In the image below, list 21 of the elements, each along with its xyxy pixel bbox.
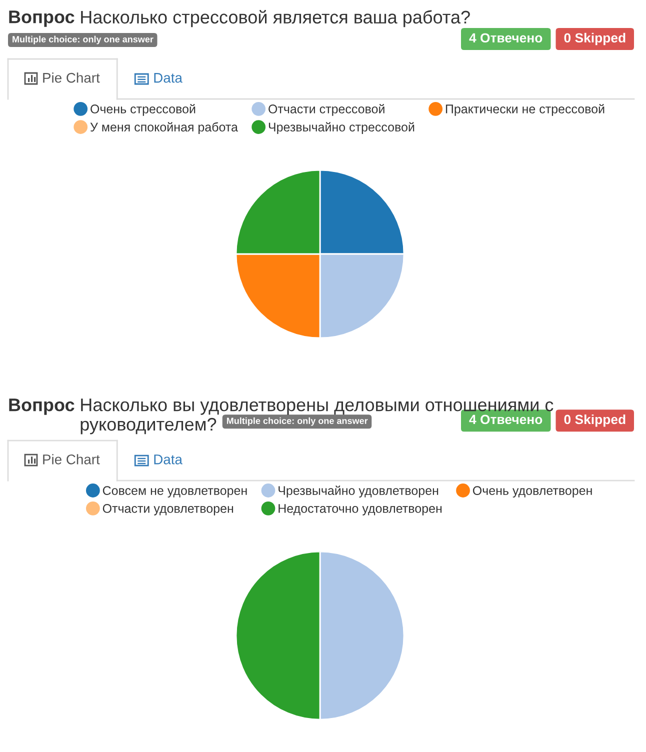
chart-subtitle: Multiple choice: only one answer <box>226 417 368 426</box>
text: Pie Chart <box>43 454 100 464</box>
text: 0 Skipped <box>564 32 626 46</box>
legend-label: Совсем не удовлетворен <box>102 486 247 498</box>
text: 4 Отвечено <box>469 414 542 424</box>
text: 0 Skipped <box>564 414 626 427</box>
legend-label: Очень стрессовой <box>90 104 196 116</box>
legend-label: Чрезвычайно удовлетворен <box>278 486 438 498</box>
legend-label: Отчасти стрессовой <box>268 104 384 116</box>
chart-subtitle: Multiple choice: only one answer <box>12 36 154 44</box>
text: Pie Chart <box>43 72 100 83</box>
text: Data <box>154 454 182 464</box>
chart-title: Вопрос Насколько стрессовой является ваша работа? <box>9 10 470 28</box>
text: Data <box>154 73 182 83</box>
legend-label: Недостаточно удовлетворен <box>278 504 442 516</box>
legend-label: Отчасти удовлетворен <box>102 504 234 516</box>
text: 4 Отвечено <box>469 33 542 43</box>
legend-label: У меня спокойная работа <box>90 122 238 134</box>
legend-label: Чрезвычайно стрессовой <box>268 122 414 134</box>
legend-label: Очень удовлетворен <box>472 486 592 498</box>
legend-label: Практически не стрессовой <box>446 104 604 116</box>
